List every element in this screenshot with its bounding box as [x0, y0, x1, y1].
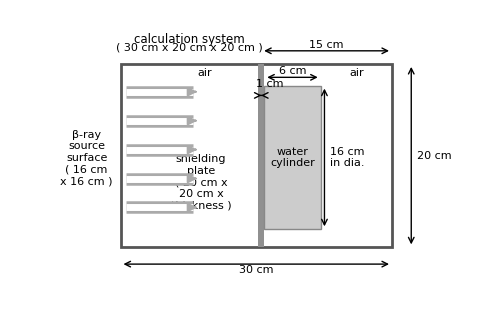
Text: 6 cm: 6 cm — [278, 66, 306, 76]
Text: water
cylinder: water cylinder — [270, 147, 315, 168]
Text: air: air — [198, 68, 212, 78]
Text: 15 cm: 15 cm — [310, 40, 344, 50]
Bar — [264, 86, 320, 229]
Text: β-ray
source
surface
( 16 cm
x 16 cm ): β-ray source surface ( 16 cm x 16 cm ) — [60, 130, 113, 186]
Text: shielding
plate
( 20 cm x
20 cm x
thickness ): shielding plate ( 20 cm x 20 cm x thickn… — [170, 154, 232, 210]
Text: calculation system: calculation system — [134, 33, 245, 46]
Text: 1 cm: 1 cm — [256, 80, 284, 90]
Text: 20 cm: 20 cm — [417, 151, 452, 161]
Text: air: air — [349, 68, 364, 78]
Text: ( 30 cm x 20 cm x 20 cm ): ( 30 cm x 20 cm x 20 cm ) — [116, 42, 263, 52]
Bar — [258, 64, 264, 247]
Bar — [120, 64, 392, 247]
Text: 16 cm
in dia.: 16 cm in dia. — [330, 147, 365, 168]
Text: 30 cm: 30 cm — [239, 265, 274, 275]
